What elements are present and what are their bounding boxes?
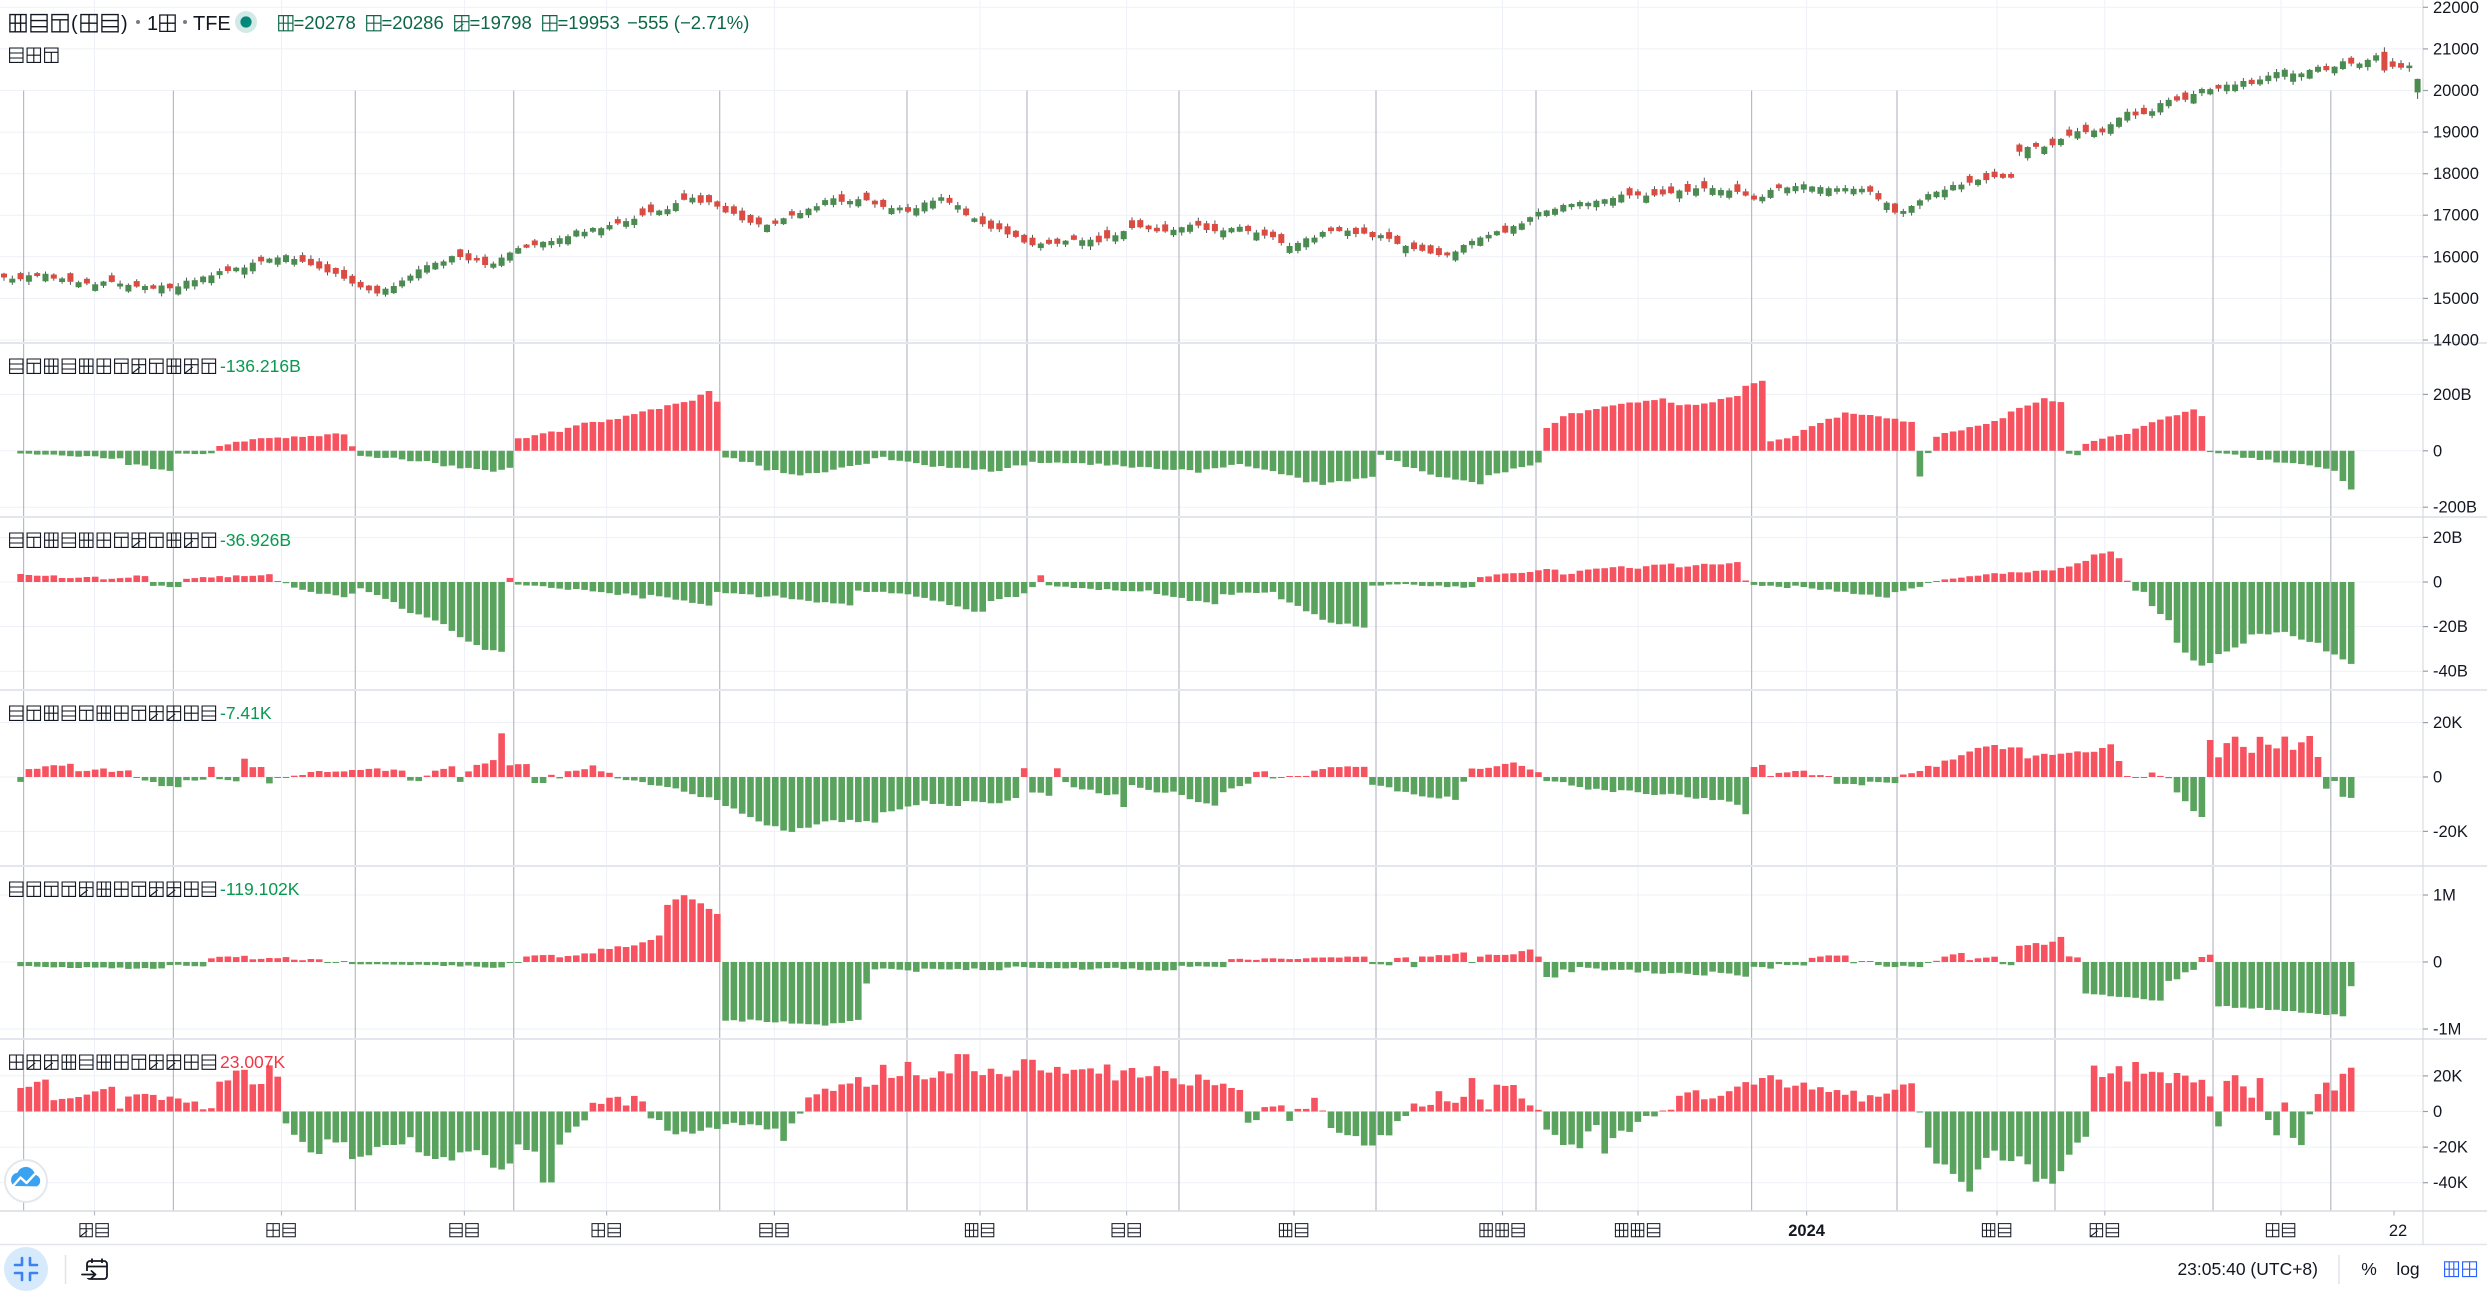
svg-text:20K: 20K [2433,1067,2462,1085]
svg-text:21000: 21000 [2433,40,2479,58]
svg-text:0: 0 [2433,1103,2442,1121]
svg-text:-20K: -20K [2433,1139,2468,1157]
svg-text:22000: 22000 [2433,0,2479,17]
svg-text:-7.41K: -7.41K [220,703,272,723]
svg-text:-20B: -20B [2433,618,2468,636]
svg-text:=20286: =20286 [382,12,444,33]
svg-text:18000: 18000 [2433,165,2479,183]
svg-text:19000: 19000 [2433,124,2479,142]
svg-text:(: ( [71,13,78,35]
svg-text:14000: 14000 [2433,332,2479,350]
svg-text:23.007K: 23.007K [220,1052,286,1072]
svg-text:200B: 200B [2433,386,2472,404]
svg-text:16000: 16000 [2433,248,2479,266]
svg-text:-36.926B: -36.926B [220,530,291,550]
svg-text:-119.102K: -119.102K [220,879,300,899]
svg-text:=20278: =20278 [294,12,356,33]
svg-text:−555 (−2.71%): −555 (−2.71%) [627,12,749,33]
svg-text:-20K: -20K [2433,823,2468,841]
svg-text:0: 0 [2433,442,2442,460]
svg-text:2024: 2024 [1788,1222,1826,1240]
svg-text:-40B: -40B [2433,663,2468,681]
svg-text:1M: 1M [2433,887,2456,905]
svg-text:1: 1 [147,13,158,35]
svg-text:-200B: -200B [2433,499,2477,517]
svg-text:-40K: -40K [2433,1174,2468,1192]
svg-text:=19798: =19798 [470,12,532,33]
svg-text:20K: 20K [2433,714,2462,732]
svg-text:0: 0 [2433,769,2442,787]
svg-text:20000: 20000 [2433,82,2479,100]
svg-text:0: 0 [2433,574,2442,592]
svg-text:-1M: -1M [2433,1021,2461,1039]
svg-text:log: log [2396,1259,2419,1279]
svg-text:0: 0 [2433,954,2442,972]
svg-text:20B: 20B [2433,529,2462,547]
svg-text:): ) [121,13,128,35]
svg-text:15000: 15000 [2433,290,2479,308]
svg-text:=19953: =19953 [558,12,620,33]
svg-text:TFE: TFE [193,13,231,35]
svg-text:17000: 17000 [2433,207,2479,225]
svg-text:22: 22 [2389,1222,2407,1240]
svg-text:23:05:40 (UTC+8): 23:05:40 (UTC+8) [2177,1259,2318,1279]
svg-text:-136.216B: -136.216B [220,356,301,376]
svg-text:%: % [2361,1259,2377,1279]
